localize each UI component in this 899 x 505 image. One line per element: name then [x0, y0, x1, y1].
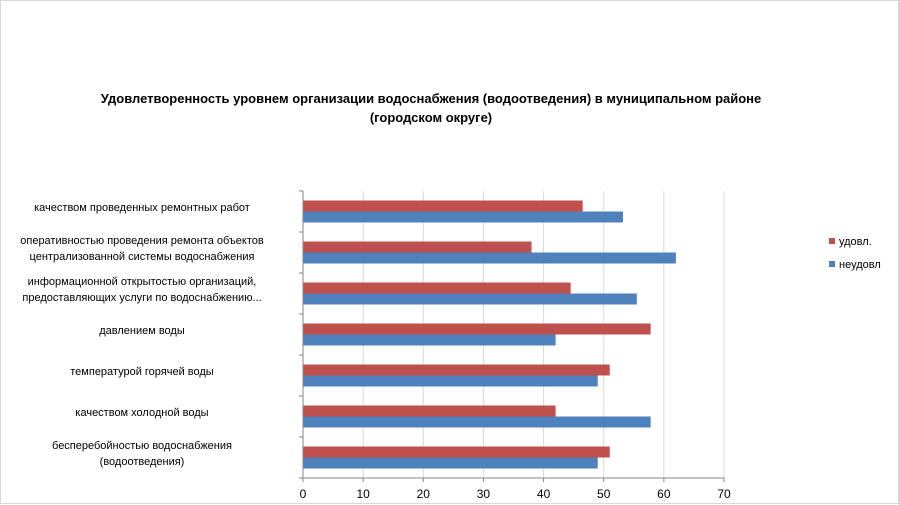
legend-item-unsatisfied: неудовл: [829, 258, 881, 272]
bar-unsatisfied: [303, 334, 556, 346]
category-label: давлением воды: [0, 323, 288, 339]
bar-unsatisfied: [303, 375, 598, 387]
bar-satisfied: [303, 282, 571, 294]
x-tick-label: 50: [597, 487, 611, 501]
category-label-line: оперативностью проведения ремонта объект…: [20, 234, 264, 247]
x-tick-label: 0: [300, 487, 307, 501]
category-label-line: бесперебойностью водоснабжения: [52, 439, 232, 452]
legend-swatch-unsatisfied: [829, 261, 835, 268]
x-tick-label: 20: [417, 487, 431, 501]
category-label-line: качеством проведенных ремонтных работ: [34, 201, 250, 214]
category-label: качеством проведенных ремонтных работ: [0, 200, 288, 216]
legend-label-unsatisfied: неудовл: [839, 259, 881, 271]
category-label: информационной открытостью организаций, п…: [0, 274, 288, 306]
bar-unsatisfied: [303, 252, 676, 264]
category-label-line: давлением воды: [99, 324, 185, 337]
x-tick-label: 40: [537, 487, 551, 501]
category-label-line: информационной открытостью организаций,: [27, 275, 257, 288]
bar-unsatisfied: [303, 211, 623, 223]
bar-satisfied: [303, 364, 610, 376]
category-label: качеством холодной воды: [0, 405, 288, 421]
category-label: бесперебойностью водоснабжения (водоотвед…: [0, 438, 288, 470]
x-tick-label: 10: [356, 487, 370, 501]
x-tick-label: 70: [717, 487, 731, 501]
bar-satisfied: [303, 323, 651, 335]
chart-title-line-1: Удовлетворенность уровнем организации во…: [100, 91, 762, 106]
bar-satisfied: [303, 446, 610, 458]
legend-item-satisfied: удовл.: [829, 235, 872, 249]
category-label-line: (водоотведения): [99, 455, 185, 468]
x-tick-label: 60: [657, 487, 671, 501]
category-label-line: температурой горячей воды: [70, 365, 214, 378]
bar-unsatisfied: [303, 416, 651, 428]
chart-title: Удовлетворенность уровнем организации во…: [41, 89, 821, 127]
x-tick-label: 30: [477, 487, 491, 501]
bar-satisfied: [303, 405, 556, 417]
bar-unsatisfied: [303, 457, 598, 469]
bar-unsatisfied: [303, 293, 637, 305]
category-label-line: качеством холодной воды: [75, 406, 209, 419]
category-label-line: предоставляющих услуги по водоснабжению.…: [22, 291, 262, 304]
chart-title-line-2: (городском округе): [369, 110, 493, 125]
bar-satisfied: [303, 200, 583, 212]
category-label: оперативностью проведения ремонта объект…: [0, 233, 288, 265]
legend-swatch-satisfied: [829, 238, 835, 245]
category-label-line: централизованной системы водоснабжения: [29, 250, 255, 263]
category-label: температурой горячей воды: [0, 364, 288, 380]
legend-label-satisfied: удовл.: [839, 236, 872, 248]
bar-satisfied: [303, 241, 532, 253]
